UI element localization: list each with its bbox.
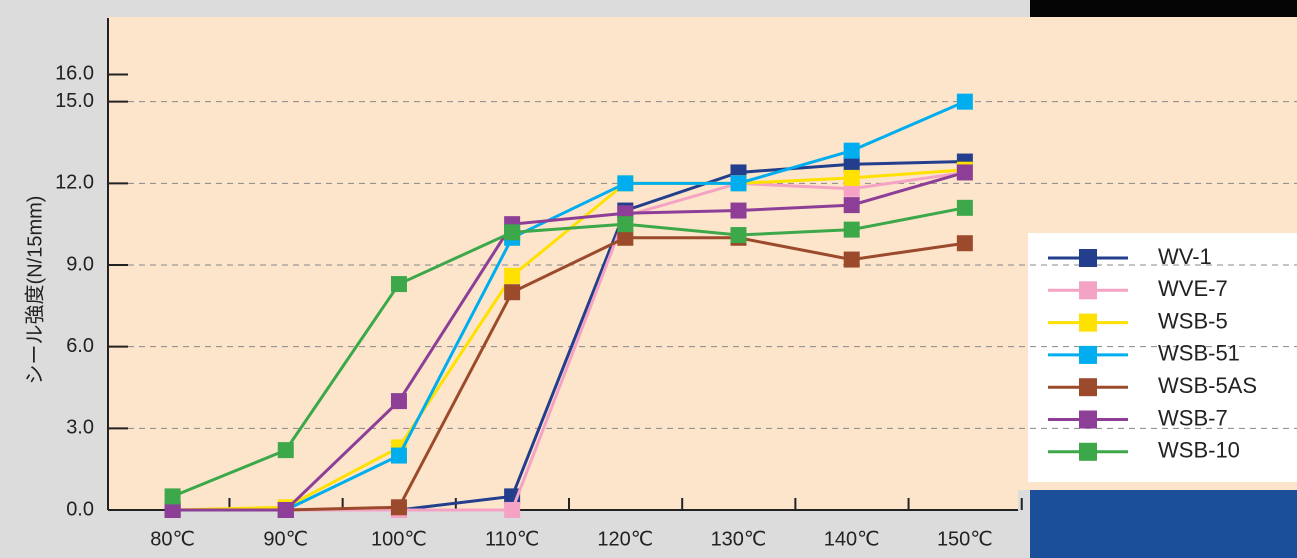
legend-marker <box>1079 378 1097 396</box>
data-point <box>844 222 860 238</box>
legend-label: WSB-7 <box>1158 405 1228 430</box>
chart: シール強度(N/15mm) 0.0 3.0 6.0 9.0 12.0 15.0 16.0 80… <box>0 0 1297 558</box>
y-tick-label: 9.0 <box>66 253 94 275</box>
legend-label: WV-1 <box>1158 244 1212 269</box>
data-point <box>165 488 181 504</box>
y-tick-label: 16.0 <box>55 63 94 85</box>
data-point <box>617 175 633 191</box>
y-tick-label: 12.0 <box>55 172 94 194</box>
data-point <box>844 170 860 186</box>
legend-marker <box>1079 314 1097 332</box>
data-point <box>504 224 520 240</box>
data-point <box>391 499 407 515</box>
data-point <box>844 143 860 159</box>
data-point <box>730 227 746 243</box>
x-tick-label: 100℃ <box>371 528 427 550</box>
data-point <box>957 235 973 251</box>
plot-bg-low <box>108 480 1018 510</box>
x-tick-label: 110℃ <box>485 528 539 550</box>
x-tick-label: 130℃ <box>711 528 767 550</box>
y-axis-label: シール強度(N/15mm) <box>23 196 46 385</box>
data-point <box>391 276 407 292</box>
data-point <box>391 448 407 464</box>
legend-marker <box>1079 411 1097 429</box>
y-tick-label: 3.0 <box>66 417 94 439</box>
data-point <box>165 502 181 518</box>
data-point <box>730 175 746 191</box>
legend-label: WSB-51 <box>1158 341 1240 366</box>
data-point <box>278 502 294 518</box>
legend-marker <box>1079 443 1097 461</box>
data-point <box>844 156 860 172</box>
data-point <box>504 284 520 300</box>
data-point <box>504 502 520 518</box>
data-point <box>617 216 633 232</box>
legend-label: WSB-5AS <box>1158 373 1257 398</box>
x-tick-label: 140℃ <box>824 528 880 550</box>
data-point <box>957 164 973 180</box>
data-point <box>844 252 860 268</box>
data-point <box>957 200 973 216</box>
legend-label: WSB-10 <box>1158 438 1240 463</box>
x-tick-label: 90℃ <box>263 528 308 550</box>
y-tick-label: 6.0 <box>66 335 94 357</box>
legend-marker <box>1079 346 1097 364</box>
y-tick-label: 0.0 <box>66 498 94 520</box>
legend-label: WVE-7 <box>1158 276 1228 301</box>
data-point <box>730 203 746 219</box>
data-point <box>391 393 407 409</box>
y-tick-label: 15.0 <box>55 90 94 112</box>
legend-marker <box>1079 281 1097 299</box>
data-point <box>504 268 520 284</box>
x-tick-label: 120℃ <box>597 528 653 550</box>
data-point <box>278 442 294 458</box>
data-point <box>957 94 973 110</box>
legend-label: WSB-5 <box>1158 308 1228 333</box>
x-tick-label: 80℃ <box>150 528 195 550</box>
legend-marker <box>1079 249 1097 267</box>
data-point <box>844 197 860 213</box>
x-tick-label: 150℃ <box>937 528 993 550</box>
decor-bottom <box>1030 490 1297 558</box>
data-point <box>617 230 633 246</box>
